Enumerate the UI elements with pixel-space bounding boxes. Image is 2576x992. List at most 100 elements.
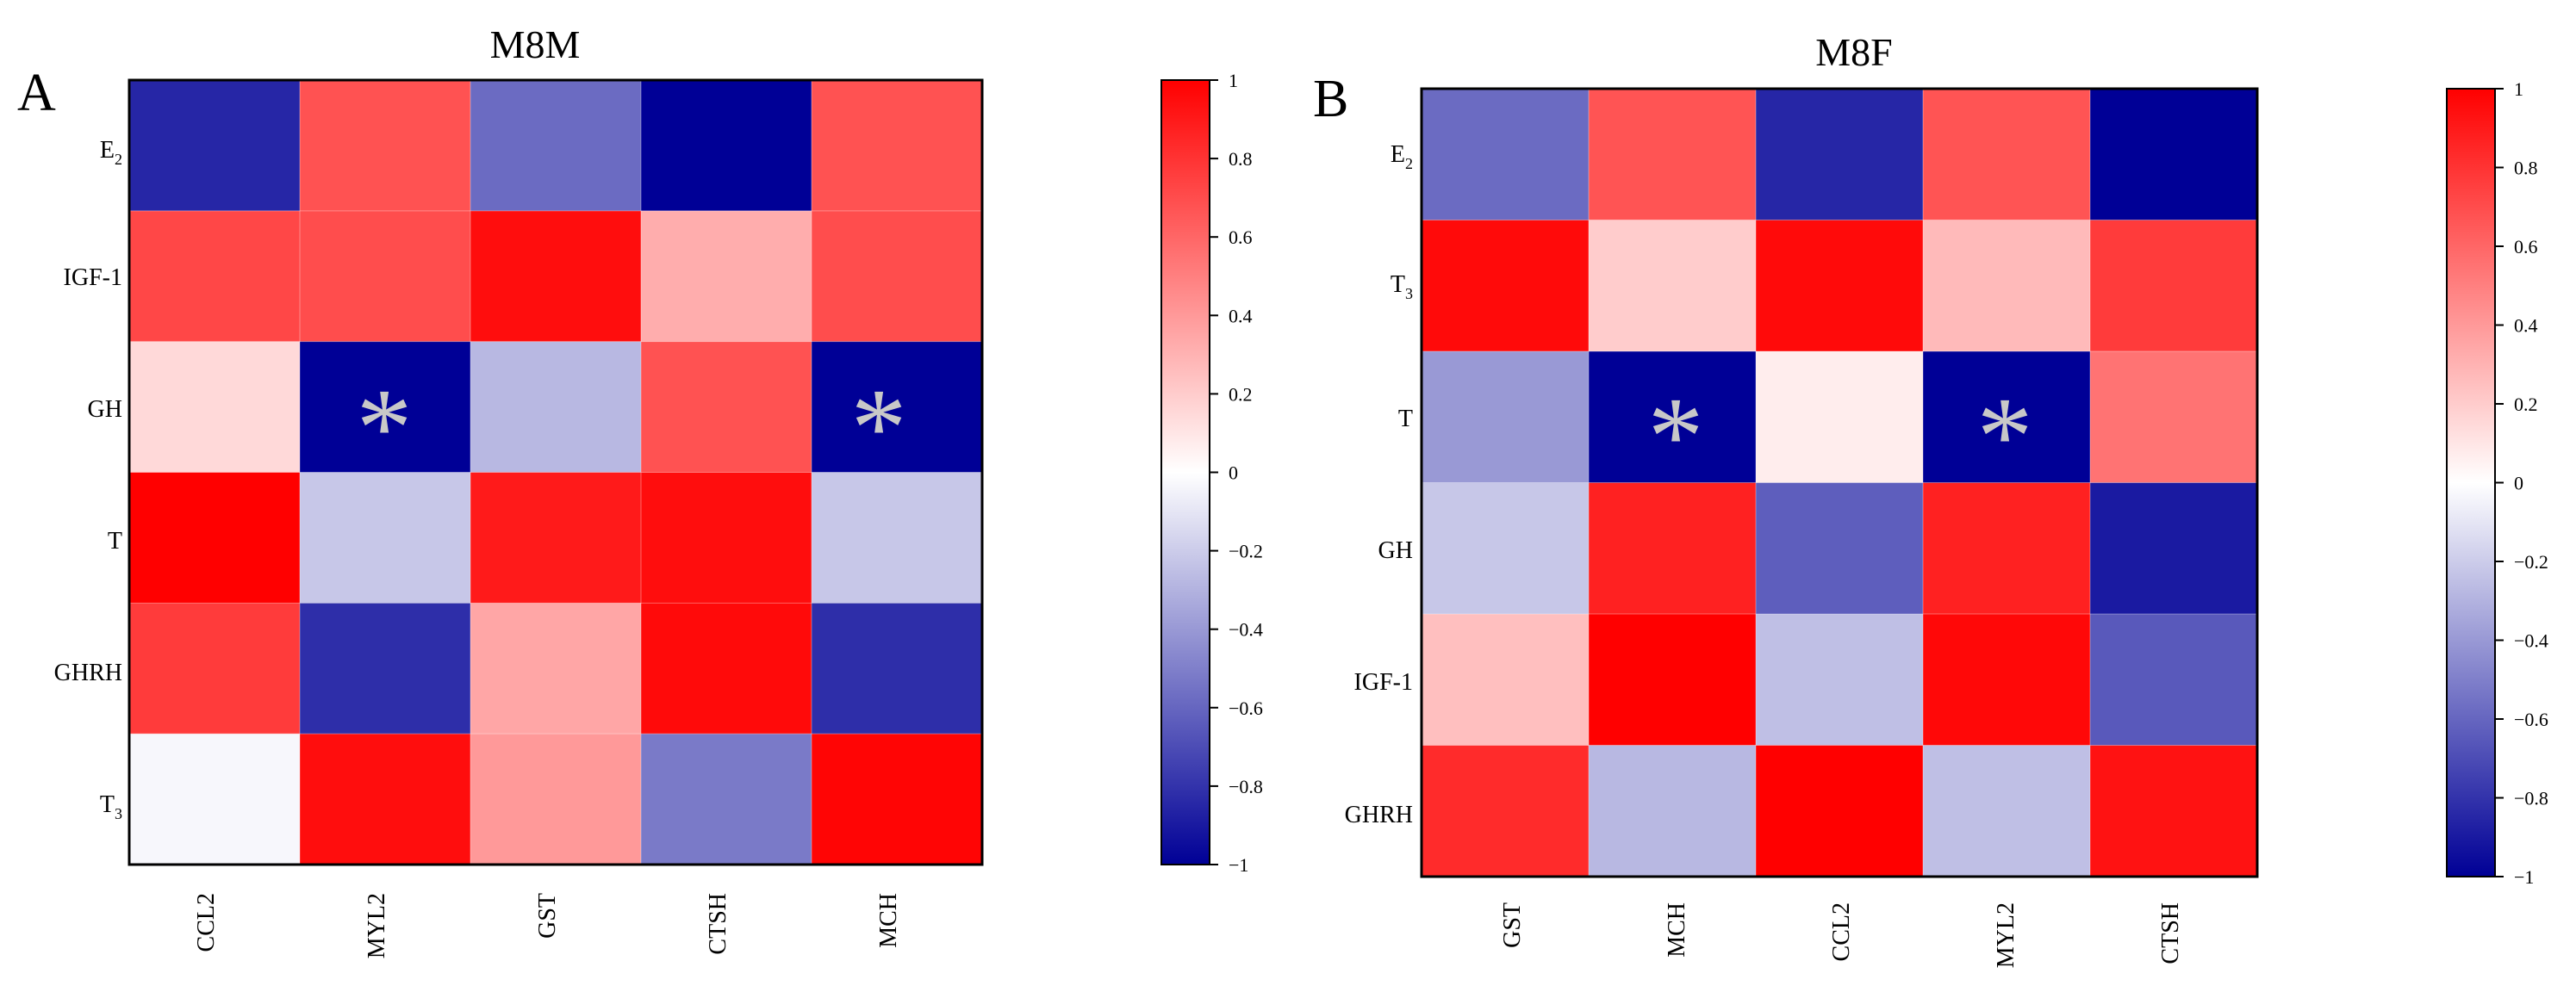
heatmap-cell-ghrh-ctsh: [641, 603, 812, 735]
colorbar-gradient: [1160, 79, 1210, 865]
col-label-gst: GST: [1499, 902, 1526, 948]
col-label-ctsh: CTSH: [705, 893, 731, 955]
heatmap-cell-ghrh-ctsh: [2090, 745, 2258, 877]
colorbar-tick-label: −0.6: [1229, 698, 1263, 719]
heatmap-cell-gh-myl2: [300, 341, 471, 473]
panel-b: B M8F E2 T3 T GH IGF-1 GHRH GST MCH CCL2…: [1313, 30, 2548, 968]
significance-marker: *: [357, 366, 413, 490]
row-label-gh: GH: [88, 396, 122, 423]
heatmap-cell-t3-ctsh: [2090, 220, 2258, 352]
col-label-ctsh: CTSH: [2157, 902, 2184, 964]
heatmap-cell-t3-ccl2: [129, 734, 301, 865]
row-label-t: T: [1398, 406, 1413, 432]
heatmap-cell-t-myl2: [300, 472, 471, 604]
significance-marker: *: [1648, 375, 1704, 499]
heatmap-cell-t3-myl2: [1923, 220, 2091, 352]
heatmap-cell-t-mch: [1589, 351, 1757, 483]
colorbar-tick-label: 0.8: [2514, 158, 2538, 179]
panel-b-row-labels: E2 T3 T GH IGF-1 GHRH: [1345, 141, 1413, 828]
heatmap-cell-e2-ccl2: [129, 80, 301, 212]
heatmap-cell-t-ccl2: [129, 472, 301, 604]
panel-a-heatmap: [128, 78, 984, 866]
colorbar-tick-label: 0.6: [1229, 226, 1253, 248]
row-label-t3: T3: [1391, 271, 1413, 302]
heatmap-cell-t3-gst: [470, 734, 642, 865]
heatmap-cell-t3-ctsh: [641, 734, 812, 865]
heatmap-cell-igf-1-myl2: [1923, 614, 2091, 746]
panel-a-colorbar: 1 0.8 0.6 0.4 0.2 0 −0.2 −0.4 −0.6 −0.8 −1: [1160, 70, 1263, 876]
heatmap-cell-gh-ccl2: [1756, 482, 1924, 615]
heatmap-cell-ghrh-mch: [812, 603, 983, 735]
colorbar-tick-label: −1: [1229, 854, 1248, 876]
colorbar-ticks: 1 0.8 0.6 0.4 0.2 0 −0.2 −0.4 −0.6 −0.8 −1: [1210, 70, 1263, 876]
heatmap-cell-e2-gst: [1422, 89, 1590, 220]
heatmap-cell-igf-1-ctsh: [641, 210, 812, 343]
heatmap-cell-e2-gst: [470, 80, 642, 212]
colorbar-tick-label: 0: [1229, 462, 1238, 484]
heatmap-cell-ghrh-gst: [470, 603, 642, 735]
colorbar-tick-label: −1: [2514, 866, 2534, 888]
panel-b-significance: * *: [1648, 375, 2033, 499]
row-label-gh: GH: [1378, 537, 1413, 564]
heatmap-border: [128, 78, 984, 866]
col-label-myl2: MYL2: [364, 893, 390, 958]
heatmap-cell-t3-mch: [812, 734, 983, 865]
colorbar-tick-label: 1: [1229, 70, 1238, 91]
heatmap-cell-ghrh-ccl2: [1756, 745, 1924, 877]
heatmap-cell-e2-ccl2: [1756, 89, 1924, 220]
colorbar-tick-label: 0.4: [1229, 305, 1253, 326]
colorbar-tick-label: −0.2: [1229, 541, 1263, 562]
col-label-ccl2: CCL2: [1828, 902, 1855, 961]
col-label-mch: MCH: [1664, 902, 1690, 958]
colorbar-ticks: 1 0.8 0.6 0.4 0.2 0 −0.2 −0.4 −0.6 −0.8 −1: [2495, 78, 2548, 888]
significance-marker: *: [851, 366, 907, 490]
significance-marker: *: [1977, 375, 2033, 499]
heatmap-cell-igf-1-ccl2: [1756, 614, 1924, 746]
panel-b-title: M8F: [1815, 30, 1892, 74]
colorbar-tick-label: 0.2: [1229, 383, 1253, 405]
heatmap-cell-t-ctsh: [2090, 351, 2258, 483]
col-label-mch: MCH: [875, 893, 902, 948]
colorbar-tick-label: 1: [2514, 78, 2523, 100]
row-label-igf1: IGF-1: [1354, 669, 1413, 696]
heatmap-cell-t3-myl2: [300, 734, 471, 865]
heatmap-cell-t-gst: [470, 472, 642, 604]
heatmap-cell-t-myl2: [1923, 351, 2091, 483]
heatmap-cell-t3-gst: [1422, 220, 1590, 352]
heatmap-cell-ghrh-ccl2: [129, 603, 301, 735]
heatmap-cell-gh-gst: [1422, 482, 1590, 615]
row-label-igf1: IGF-1: [64, 264, 122, 291]
colorbar-tick-label: −0.8: [1229, 776, 1263, 797]
panel-a-significance: * *: [357, 366, 907, 490]
panel-b-colorbar: 1 0.8 0.6 0.4 0.2 0 −0.2 −0.4 −0.6 −0.8 −1: [2446, 78, 2548, 888]
heatmap-cell-t-ccl2: [1756, 351, 1924, 483]
colorbar-tick-label: 0.4: [2514, 315, 2538, 337]
heatmap-cell-ghrh-gst: [1422, 745, 1590, 877]
heatmap-cell-gh-myl2: [1923, 482, 2091, 615]
colorbar-tick-label: 0.2: [2514, 394, 2538, 415]
heatmap-cell-ghrh-myl2: [1923, 745, 2091, 877]
heatmap-cell-e2-myl2: [1923, 89, 2091, 220]
panel-b-heatmap: [1420, 87, 2259, 878]
heatmap-cell-gh-mch: [812, 341, 983, 473]
heatmap-cell-igf-1-myl2: [300, 210, 471, 343]
heatmap-cell-t3-mch: [1589, 220, 1757, 352]
heatmap-cell-gh-ctsh: [641, 341, 812, 473]
heatmap-cell-gh-mch: [1589, 482, 1757, 615]
heatmap-cell-gh-ctsh: [2090, 482, 2258, 615]
row-label-e2: E2: [1391, 141, 1413, 172]
heatmap-cell-t-mch: [812, 472, 983, 604]
panel-b-letter: B: [1313, 70, 1348, 128]
heatmap-border: [1420, 87, 2259, 878]
heatmap-cell-igf-1-ctsh: [2090, 614, 2258, 746]
heatmap-cell-igf-1-gst: [470, 210, 642, 343]
colorbar-tick-label: 0.6: [2514, 236, 2538, 257]
col-label-gst: GST: [534, 893, 561, 939]
row-label-t: T: [108, 528, 122, 555]
heatmap-cell-igf-1-mch: [812, 210, 983, 343]
panel-a-row-labels: E2 IGF-1 GH T GHRH T3: [54, 137, 122, 822]
heatmap-cell-gh-ccl2: [129, 341, 301, 473]
heatmap-cell-e2-ctsh: [641, 80, 812, 212]
row-label-ghrh: GHRH: [54, 660, 122, 686]
